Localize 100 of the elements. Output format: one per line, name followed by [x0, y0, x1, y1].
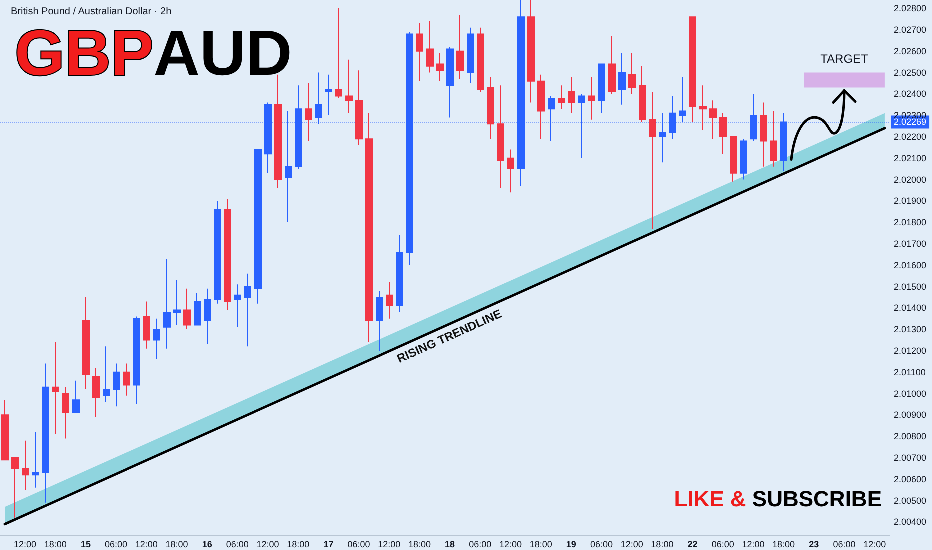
- candlestick: [355, 70, 363, 146]
- x-tick-label: 23: [809, 540, 820, 550]
- x-tick-label: 18:00: [287, 540, 310, 550]
- y-tick-label: 2.01600: [894, 260, 927, 270]
- candlestick: [194, 292, 201, 326]
- candlestick: [173, 280, 181, 326]
- annotation: LIKE & SUBSCRIBE: [674, 486, 882, 512]
- candlestick: [234, 284, 241, 328]
- candlestick: [750, 94, 757, 142]
- candlestick: [467, 27, 474, 84]
- candlestick: [305, 82, 312, 142]
- candlestick: [335, 8, 342, 99]
- x-tick-label: 19: [566, 540, 576, 550]
- candlestick: [315, 72, 322, 125]
- ref-line-label: 2.02269: [894, 117, 927, 128]
- candlestick: [770, 110, 777, 168]
- y-tick-label: 2.01100: [894, 367, 926, 378]
- y-tick-label: 2.02800: [894, 4, 927, 14]
- candlestick: [456, 14, 464, 80]
- candlestick: [183, 288, 191, 330]
- candlestick: [254, 149, 262, 304]
- y-tick-label: 2.01900: [894, 196, 927, 206]
- x-tick-label: 17: [324, 540, 334, 550]
- x-tick-label: 12:00: [742, 540, 765, 550]
- candlestick: [274, 74, 282, 189]
- candlestick: [386, 282, 393, 320]
- candlestick: [659, 112, 666, 164]
- y-tick-label: 2.02700: [894, 24, 927, 35]
- y-tick-label: 2.01200: [894, 346, 927, 356]
- candlestick: [740, 138, 747, 180]
- x-tick-label: 06:00: [226, 540, 249, 550]
- candlestick: [72, 380, 80, 414]
- candlestick: [730, 136, 737, 182]
- y-tick-label: 2.01400: [894, 303, 927, 314]
- y-tick-label: 2.02000: [894, 174, 927, 185]
- y-tick-label: 2.02500: [894, 68, 927, 78]
- candlestick: [285, 110, 292, 224]
- y-tick-label: 2.00900: [894, 410, 927, 420]
- candlestick: [588, 76, 595, 120]
- candlestick: [143, 301, 150, 350]
- candlestick: [133, 316, 140, 405]
- candlestick: [416, 23, 423, 82]
- candlestick: [22, 440, 29, 491]
- candlestick: [719, 112, 727, 155]
- candlestick: [406, 32, 413, 266]
- x-tick-label: 12:00: [864, 540, 886, 550]
- x-tick-label: 18:00: [651, 540, 674, 550]
- y-tick-label: 2.02100: [894, 153, 927, 164]
- x-tick-label: 06:00: [590, 540, 614, 550]
- candlestick: [244, 273, 251, 348]
- candlestick: [689, 16, 696, 122]
- candlestick: [608, 36, 616, 95]
- candlestick: [1, 400, 9, 461]
- candlestick: [264, 102, 272, 174]
- candlestick: [426, 20, 434, 74]
- y-tick-label: 2.02200: [894, 132, 927, 142]
- candlestick: [62, 386, 69, 440]
- candlestick: [376, 290, 383, 352]
- x-tick-label: 15: [80, 540, 91, 550]
- band-label: TARGET: [820, 52, 870, 66]
- candlestick: [487, 76, 494, 140]
- candlestick: [295, 85, 302, 170]
- candlestick: [396, 234, 403, 313]
- candlestick: [517, 0, 525, 187]
- candlestick: [780, 112, 787, 172]
- y-tick-label: 2.00600: [894, 474, 927, 484]
- candlestick: [760, 102, 767, 168]
- y-tick-label: 2.00400: [894, 517, 927, 528]
- candlestick: [204, 288, 211, 346]
- candlestick: [527, 0, 535, 104]
- y-tick-label: 2.01500: [894, 282, 927, 292]
- candlestick: [82, 296, 90, 390]
- x-tick-label: 06:00: [469, 540, 492, 550]
- x-tick-label: 22: [688, 540, 698, 550]
- candlestick: [628, 53, 636, 95]
- x-tick-label: 12:00: [135, 540, 158, 550]
- candlestick: [446, 46, 454, 118]
- candlestick: [113, 363, 120, 408]
- candlestick: [42, 363, 49, 504]
- candlestick: [163, 258, 171, 350]
- x-tick-label: 06:00: [833, 540, 856, 550]
- x-tick-label: 18:00: [166, 540, 188, 550]
- x-tick-label: 06:00: [712, 540, 734, 550]
- candlestick: [123, 363, 130, 396]
- y-tick-label: 2.01300: [894, 324, 927, 335]
- candlestick: [639, 66, 646, 122]
- candlestick: [578, 94, 585, 159]
- y-tick-label: 2.00800: [894, 432, 927, 442]
- x-tick-label: 12:00: [378, 540, 401, 550]
- x-tick-label: 12:00: [620, 540, 644, 550]
- candlestick: [365, 112, 373, 343]
- x-tick-label: 18:00: [772, 540, 796, 550]
- candlestick: [679, 76, 686, 122]
- candlestick: [497, 85, 504, 189]
- candlestick: [649, 92, 656, 230]
- candlestick: [32, 432, 39, 488]
- candlestick: [507, 149, 514, 194]
- candlestick: [436, 53, 444, 82]
- y-tick-label: 2.01000: [894, 388, 927, 399]
- y-tick-label: 2.01700: [894, 238, 927, 249]
